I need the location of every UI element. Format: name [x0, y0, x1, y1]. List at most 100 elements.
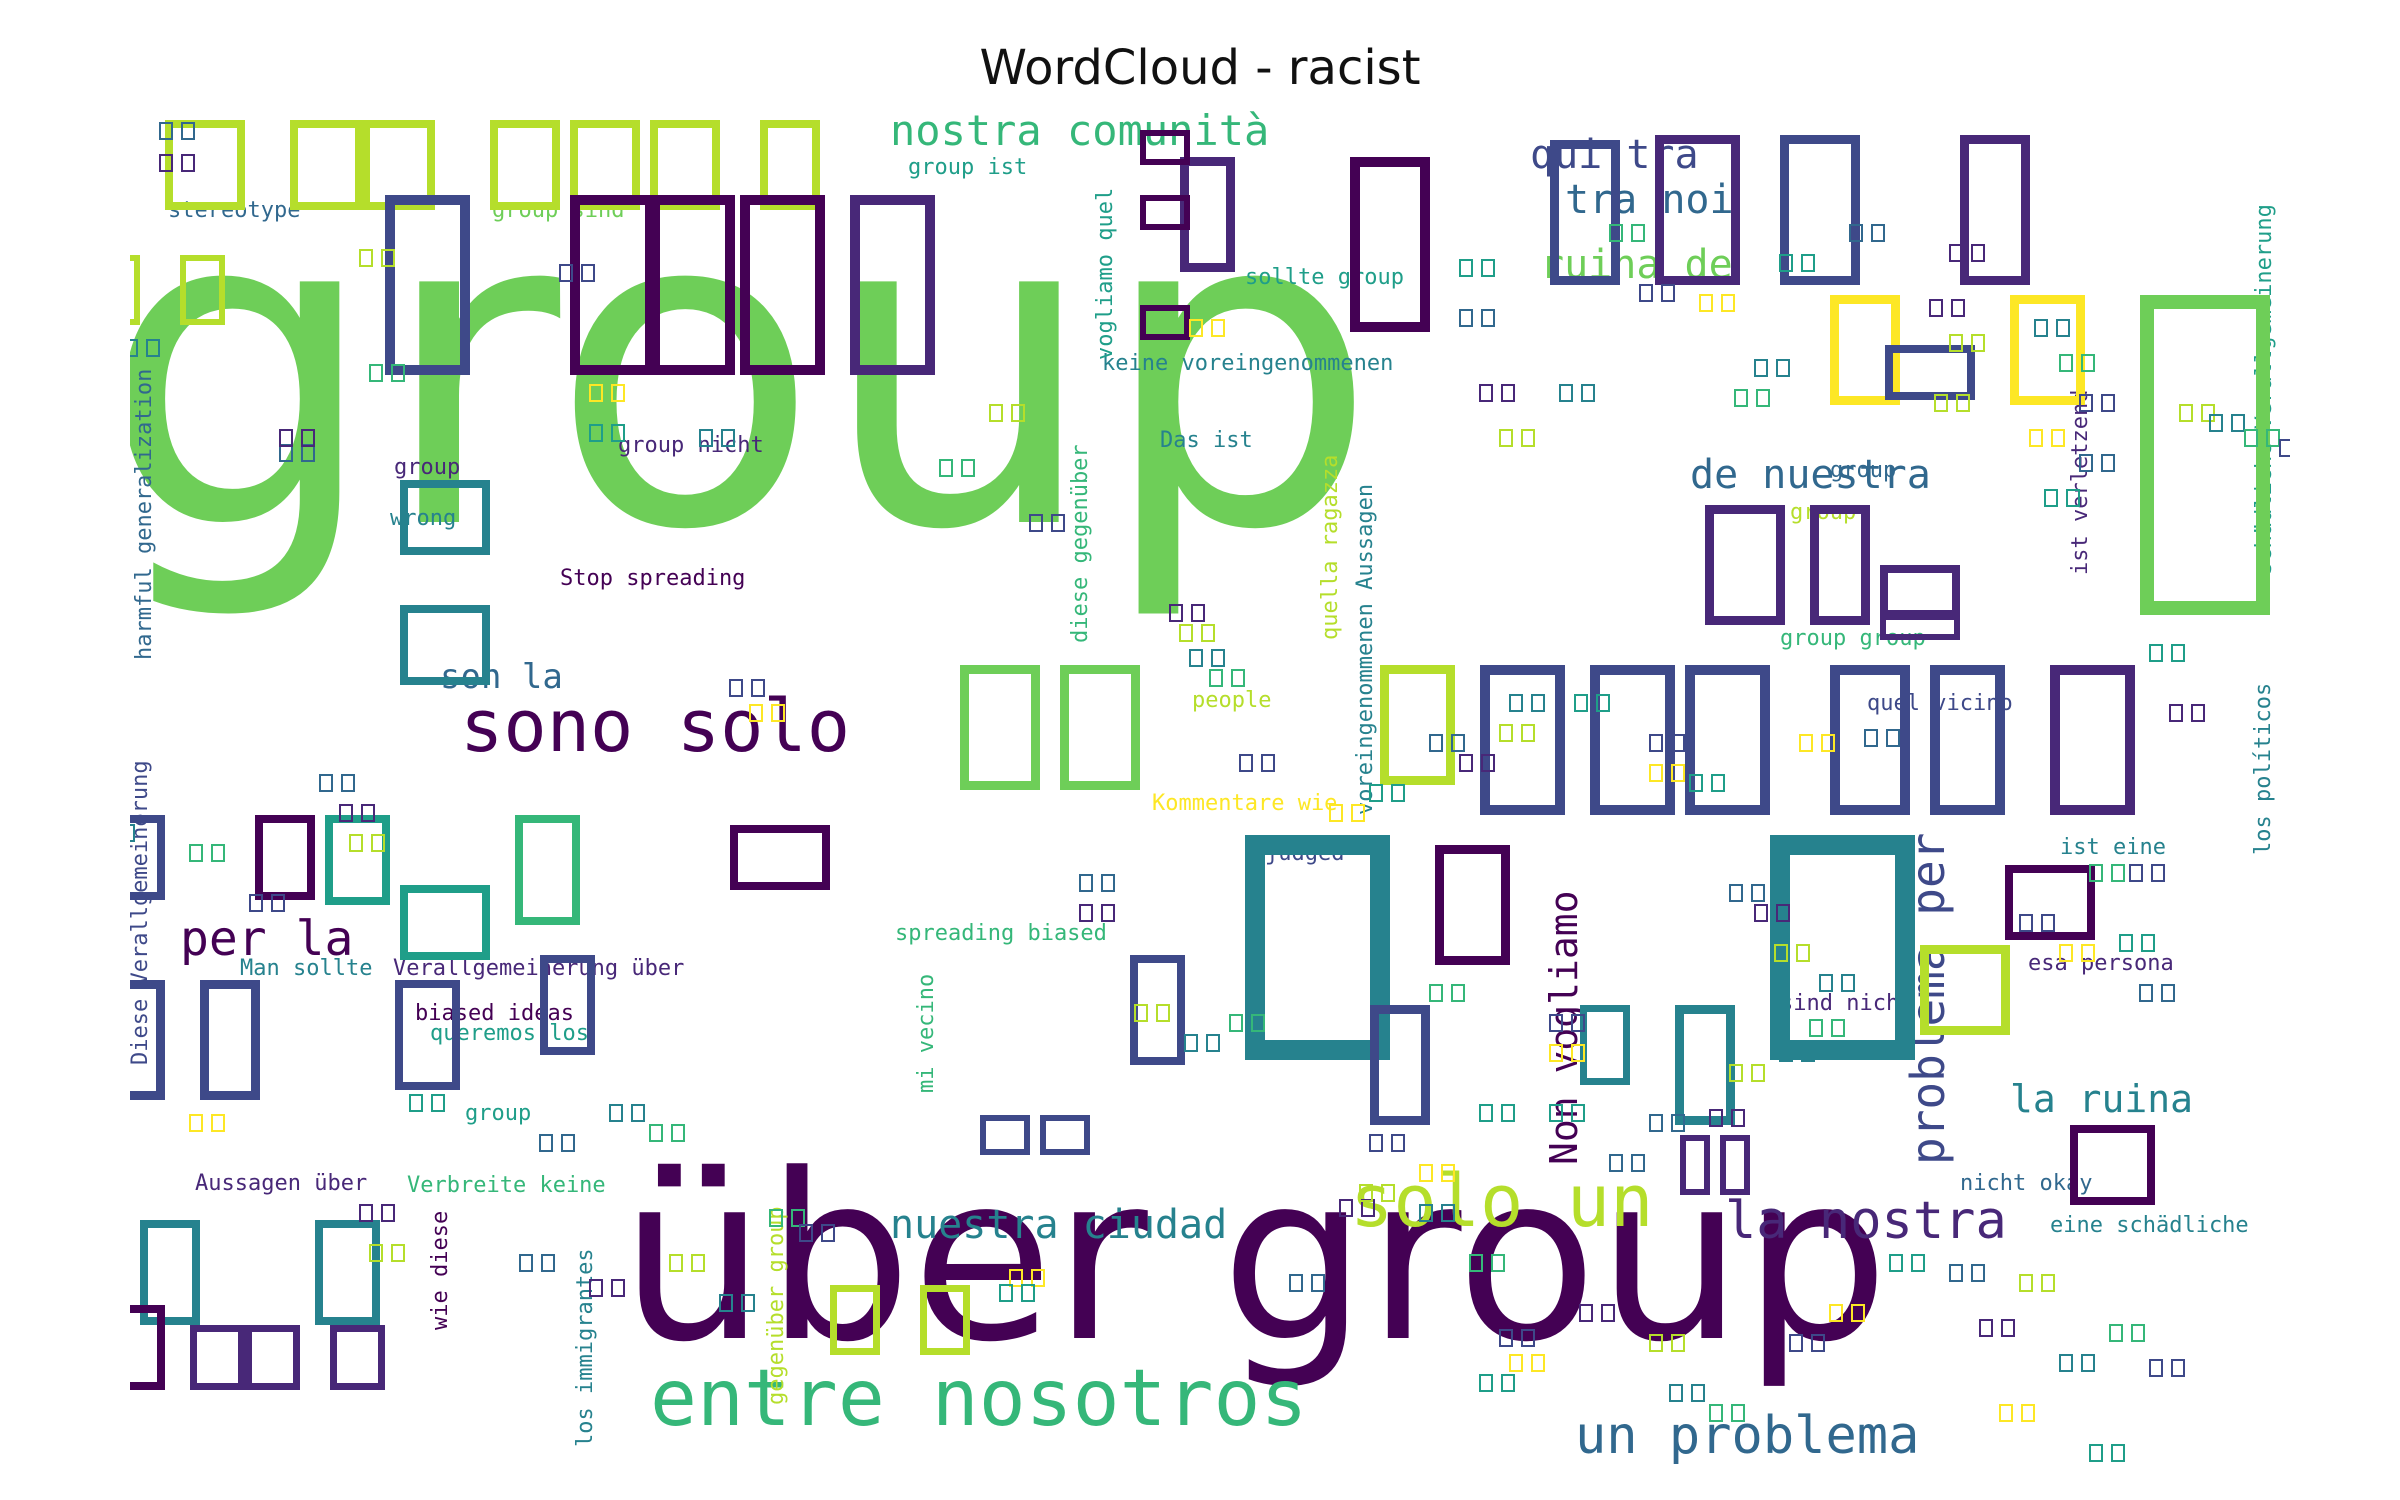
missing-glyph-box-small	[1871, 224, 1885, 242]
missing-glyph-box	[1580, 1005, 1630, 1085]
word-wie-diese: wie diese	[428, 1210, 453, 1330]
missing-glyph-box	[1880, 565, 1960, 620]
missing-glyph-box-small	[1819, 974, 1833, 992]
missing-glyph-box	[960, 665, 1040, 790]
word-vogliamo-quel: vogliamo quel	[1093, 187, 1118, 360]
missing-glyph-box-small	[1609, 224, 1623, 242]
missing-glyph-box-small	[2119, 934, 2133, 952]
missing-glyph-box-small	[1229, 1014, 1243, 1032]
missing-glyph-box-small	[2149, 1359, 2163, 1377]
missing-glyph-box	[315, 1220, 380, 1325]
missing-glyph-box-small	[1239, 754, 1253, 772]
missing-glyph-box-small	[1949, 1264, 1963, 1282]
missing-glyph-box-small	[2081, 1354, 2095, 1372]
missing-glyph-box-small	[1501, 1104, 1515, 1122]
missing-glyph-box-small	[1631, 224, 1645, 242]
missing-glyph-box-small	[609, 1104, 623, 1122]
missing-glyph-box-small	[1729, 1064, 1743, 1082]
missing-glyph-box-small	[1209, 669, 1223, 687]
word-group-small-3: group	[1830, 458, 1897, 483]
word-mi-vecino: mi vecino	[914, 973, 939, 1093]
missing-glyph-box-small	[1101, 904, 1115, 922]
missing-glyph-box-small	[1934, 394, 1948, 412]
missing-glyph-box-small	[2089, 864, 2103, 882]
missing-glyph-box-small	[349, 834, 363, 852]
word-group-group: group group	[1780, 626, 1926, 651]
word-group-nicht: group nicht	[618, 433, 764, 458]
missing-glyph-box	[2050, 665, 2135, 815]
missing-glyph-box-small	[1521, 429, 1535, 447]
missing-glyph-box-small	[1864, 729, 1878, 747]
wordcloud-canvas: group über group sono solo entre nosotro…	[130, 105, 2290, 1465]
word-quella-ragazza: quella ragazza	[1318, 454, 1343, 640]
missing-glyph-box-small	[541, 1254, 555, 1272]
missing-glyph-box-small	[1754, 359, 1768, 377]
missing-glyph-box-small	[2059, 354, 2073, 372]
missing-glyph-box-small	[1799, 734, 1813, 752]
missing-glyph-box	[1705, 505, 1785, 625]
word-entre-nosotros: entre nosotros	[650, 1354, 1308, 1444]
missing-glyph-box	[140, 1220, 200, 1325]
missing-glyph-box-small	[1849, 224, 1863, 242]
word-man-sollte: Man sollte	[240, 956, 373, 981]
missing-glyph-box-small	[1671, 734, 1685, 752]
missing-glyph-box-small	[1481, 754, 1495, 772]
word-non-vogliamo: Non vogliamo	[1542, 890, 1586, 1165]
missing-glyph-box-small	[2171, 1359, 2185, 1377]
word-voreingenommenen-aussagen: voreingenommenen Aussagen	[1353, 483, 1378, 815]
missing-glyph-box	[330, 1325, 385, 1390]
word-los-politicos: los políticos	[2251, 682, 2276, 855]
word-nicht-okay: nicht okay	[1960, 1171, 2093, 1196]
missing-glyph-box-small	[1459, 309, 1473, 327]
missing-glyph-box-small	[2201, 404, 2215, 422]
missing-glyph-box-small	[2191, 704, 2205, 722]
missing-glyph-box-small	[1949, 244, 1963, 262]
missing-glyph-box-small	[1801, 1044, 1815, 1062]
missing-glyph-box-small	[2101, 454, 2115, 472]
word-son-la: son la	[440, 657, 563, 697]
word-stop-spreading: Stop spreading	[560, 566, 746, 591]
missing-glyph-box-small	[2051, 429, 2065, 447]
missing-glyph-box-small	[2081, 354, 2095, 372]
word-keine-voreingenommenen: keine voreingenommenen	[1102, 351, 1394, 376]
word-kommentare-wie: Kommentare wie	[1152, 791, 1338, 816]
missing-glyph-box-small	[1079, 874, 1093, 892]
missing-glyph-box-small	[1201, 624, 1215, 642]
word-gegenuber-group: gegenüber group	[764, 1206, 789, 1405]
word-ist-eine: ist eine	[2060, 835, 2166, 860]
missing-glyph-box-small	[1459, 754, 1473, 772]
missing-glyph-box-small	[2149, 644, 2163, 662]
missing-glyph-box-small	[631, 1104, 645, 1122]
wordcloud-title: WordCloud - racist	[979, 40, 1421, 96]
missing-glyph-box-small	[211, 1114, 225, 1132]
missing-glyph-box	[1685, 665, 1770, 815]
missing-glyph-box-small	[1189, 649, 1203, 667]
missing-glyph-box-small	[189, 844, 203, 862]
missing-glyph-box-small	[561, 1134, 575, 1152]
missing-glyph-box-small	[1831, 1019, 1845, 1037]
word-diese-gegenuber: diese gegenüber	[1068, 444, 1093, 643]
missing-glyph-box-small	[1184, 1034, 1198, 1052]
missing-glyph-box-small	[1776, 359, 1790, 377]
missing-glyph-box-small	[1796, 944, 1810, 962]
word-ruina-de: ruina de	[1540, 242, 1733, 288]
missing-glyph-box-small	[1501, 384, 1515, 402]
word-tra-noi: tra noi	[1565, 177, 1734, 223]
missing-glyph-box-small	[1671, 764, 1685, 782]
word-queremos-los: queremos los	[430, 1021, 589, 1046]
missing-glyph-box-small	[1596, 694, 1610, 712]
missing-glyph-box	[515, 815, 580, 925]
missing-glyph-box	[1885, 345, 1975, 400]
missing-glyph-box-small	[319, 774, 333, 792]
missing-glyph-box-small	[1774, 944, 1788, 962]
missing-glyph-box-small	[1721, 294, 1735, 312]
missing-glyph-box-small	[1886, 729, 1900, 747]
missing-glyph-box-small	[2041, 914, 2055, 932]
missing-glyph-box-small	[2109, 1324, 2123, 1342]
missing-glyph-box-small	[1929, 299, 1943, 317]
missing-glyph-box-small	[1979, 1319, 1993, 1337]
missing-glyph-box-small	[2044, 489, 2058, 507]
missing-glyph-box-small	[2139, 984, 2153, 1002]
missing-glyph-box	[2140, 295, 2270, 615]
word-stereotype: stereotype	[168, 198, 301, 223]
